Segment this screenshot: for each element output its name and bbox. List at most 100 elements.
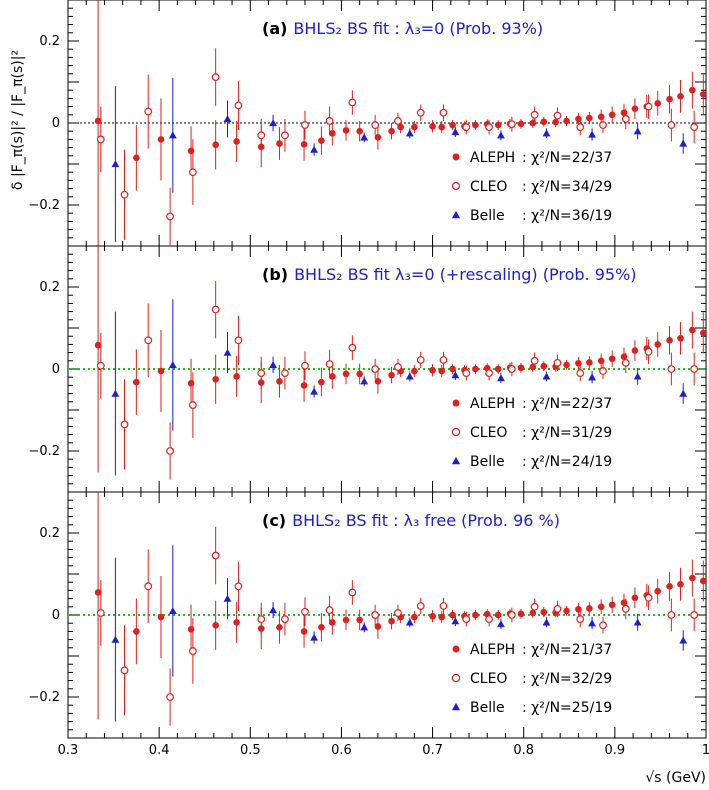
data-point-cleo xyxy=(234,101,243,110)
data-point-cleo xyxy=(325,606,334,614)
data-point-aleph xyxy=(276,140,283,147)
data-point-belle xyxy=(360,623,369,631)
legend-chi: : χ²/N=22/37 xyxy=(522,396,612,412)
data-point-cleo xyxy=(96,361,105,370)
data-point-belle xyxy=(168,607,177,615)
data-point-aleph xyxy=(449,611,456,619)
data-point-belle xyxy=(542,129,551,137)
data-point-cleo xyxy=(371,121,380,129)
panel-title-text: BHLS₂ BS fit λ₃=0 (+rescaling) (Prob. 95… xyxy=(294,265,636,284)
data-point-aleph xyxy=(472,365,479,373)
data-point-cleo xyxy=(576,123,585,131)
legend-name: Belle xyxy=(470,454,505,470)
data-point-cleo xyxy=(188,168,197,177)
data-point-cleo xyxy=(439,108,448,117)
data-point-aleph xyxy=(329,373,336,380)
data-point-aleph xyxy=(356,370,363,378)
panel-title: (b) BHLS₂ BS fit λ₃=0 (+rescaling) (Prob.… xyxy=(262,265,637,284)
data-point-cleo xyxy=(530,356,539,365)
data-point-aleph xyxy=(438,613,445,621)
data-point-aleph xyxy=(540,608,548,616)
legend-name: CLEO xyxy=(470,671,507,687)
data-point-belle xyxy=(451,371,460,379)
legend-marker-belle xyxy=(451,456,461,465)
data-point-aleph xyxy=(388,617,395,625)
data-point-belle xyxy=(633,127,642,135)
data-point-aleph xyxy=(449,365,456,373)
data-point-aleph xyxy=(517,364,525,372)
data-point-aleph xyxy=(356,616,363,624)
data-point-aleph xyxy=(586,359,593,366)
data-point-aleph xyxy=(356,127,363,135)
data-point-cleo xyxy=(348,343,357,352)
data-point-cleo xyxy=(599,121,607,129)
data-point-cleo xyxy=(257,369,266,378)
data-point-belle xyxy=(679,389,688,397)
legend-chi: : χ²/N=32/29 xyxy=(522,671,612,687)
data-point-cleo xyxy=(644,347,653,356)
data-point-cleo xyxy=(507,611,516,619)
data-point-aleph xyxy=(388,127,395,135)
data-point-aleph xyxy=(449,121,456,129)
data-point-aleph xyxy=(342,127,350,134)
data-point-aleph xyxy=(472,121,479,129)
data-point-cleo xyxy=(281,369,289,378)
data-point-belle xyxy=(451,617,460,625)
legend-name: ALEPH xyxy=(470,396,515,412)
data-point-aleph xyxy=(563,607,570,615)
data-point-cleo xyxy=(301,361,309,370)
legend-chi: : χ²/N=24/19 xyxy=(522,454,612,470)
data-point-cleo xyxy=(667,121,676,129)
data-point-belle xyxy=(223,115,232,123)
data-point-aleph xyxy=(374,134,382,141)
legend-name: Belle xyxy=(470,208,505,224)
data-point-aleph xyxy=(494,611,502,619)
data-point-cleo xyxy=(621,358,630,367)
panel-tag: (c) xyxy=(262,511,286,530)
x-tick-label: 0.9 xyxy=(605,743,626,758)
data-point-aleph xyxy=(374,378,382,385)
data-point-cleo xyxy=(416,108,425,117)
data-point-belle xyxy=(269,606,277,614)
panel-title-text: BHLS₂ BS fit : λ₃ free (Prob. 96 %) xyxy=(292,511,560,530)
data-point-cleo xyxy=(439,356,448,364)
data-point-aleph xyxy=(318,378,325,386)
data-point-cleo xyxy=(667,365,676,373)
data-point-aleph xyxy=(94,589,102,596)
legend-marker-belle xyxy=(451,702,461,711)
legend-marker-aleph xyxy=(452,645,460,653)
data-point-aleph xyxy=(631,594,639,602)
data-point-belle xyxy=(497,374,505,382)
data-point-belle xyxy=(310,633,318,641)
data-point-aleph xyxy=(586,605,593,612)
data-point-aleph xyxy=(597,357,605,365)
data-point-aleph xyxy=(699,91,706,98)
data-point-aleph xyxy=(397,123,404,131)
legend-marker-aleph xyxy=(452,399,460,407)
data-point-aleph xyxy=(597,603,605,611)
data-point-cleo xyxy=(211,305,220,314)
data-point-cleo xyxy=(507,120,516,129)
data-point-aleph xyxy=(300,141,308,148)
legend-name: CLEO xyxy=(470,425,507,441)
x-tick-label: 0.5 xyxy=(240,743,261,758)
data-point-cleo xyxy=(667,611,676,619)
legend-marker-cleo xyxy=(451,181,461,191)
data-point-aleph xyxy=(276,378,283,385)
legend-chi: : χ²/N=36/19 xyxy=(522,208,612,224)
data-point-aleph xyxy=(300,382,308,389)
panel-1: −0.2 0 0.2 (b) BHLS₂ BS fit λ₃=0 (+rescaling… xyxy=(28,245,707,493)
data-point-aleph xyxy=(157,367,165,375)
data-point-belle xyxy=(679,636,688,644)
x-tick-label: 1 xyxy=(702,743,709,758)
data-point-cleo xyxy=(599,367,607,375)
x-tick-label: 0.7 xyxy=(422,743,443,758)
data-point-cleo xyxy=(485,123,493,131)
data-point-cleo xyxy=(234,336,243,345)
data-point-aleph xyxy=(689,326,696,334)
data-point-cleo xyxy=(234,582,243,591)
data-point-aleph xyxy=(438,123,445,131)
panel-title-text: BHLS₂ BS fit : λ₃=0 (Prob. 93%) xyxy=(293,19,543,38)
data-point-aleph xyxy=(654,100,661,107)
data-point-aleph xyxy=(438,367,445,375)
